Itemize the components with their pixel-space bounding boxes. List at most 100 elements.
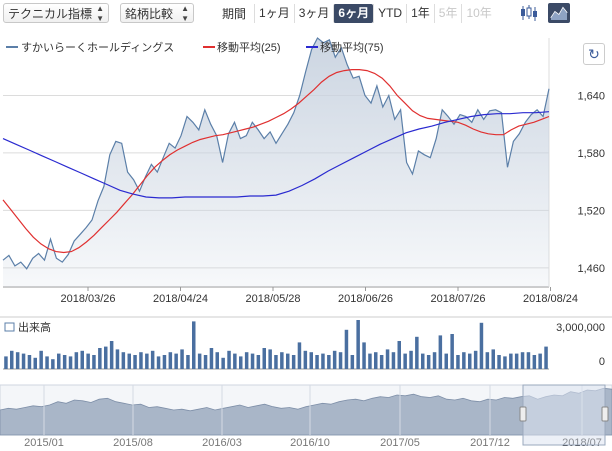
- volume-bar: [514, 353, 519, 369]
- volume-bar: [162, 355, 167, 369]
- volume-bar: [27, 355, 32, 369]
- updown-arrow-icon: ▲ ▼: [96, 4, 104, 23]
- volume-bar: [74, 352, 79, 369]
- volume-bar: [450, 334, 454, 369]
- ma25-series-line: [2, 69, 550, 254]
- volume-bar: [121, 352, 126, 369]
- volume-bar: [57, 353, 61, 369]
- volume-bar: [109, 341, 114, 369]
- volume-bar: [51, 359, 55, 369]
- volume-bar: [127, 353, 131, 369]
- x-tick-label: 2018/06/26: [338, 293, 393, 305]
- volume-bar: [403, 353, 407, 369]
- volume-bar: [156, 356, 161, 369]
- volume-y-tick-label: 0: [599, 356, 605, 368]
- period-10y: 10年: [461, 3, 495, 23]
- volume-bar: [150, 350, 155, 369]
- volume-bar: [233, 353, 237, 369]
- volume-bar: [368, 353, 372, 369]
- area-chart-icon[interactable]: [548, 3, 570, 23]
- refresh-icon: ↻: [588, 46, 600, 62]
- legend-ma25: 移動平均(25): [217, 40, 281, 54]
- technical-indicator-select[interactable]: テクニカル指標 ▲ ▼: [3, 3, 109, 23]
- y-tick-label: 1,520: [577, 205, 605, 217]
- x-tick-label: 2018/08/24: [523, 293, 578, 305]
- volume-bar: [538, 353, 542, 369]
- ma75-series-line: [2, 111, 550, 199]
- volume-bar: [4, 356, 8, 369]
- volume-bar: [39, 350, 43, 369]
- candlestick-chart-icon[interactable]: [518, 3, 540, 23]
- price-series-line: [2, 37, 550, 270]
- volume-bar: [468, 353, 472, 369]
- navigator-tick-label: 2017/12: [470, 437, 510, 449]
- volume-y-tick-label: 3,000,000: [556, 322, 605, 334]
- volume-bar: [62, 355, 67, 369]
- navigator-tick-label: 2015/01: [24, 437, 64, 449]
- volume-bar: [391, 352, 396, 369]
- updown-arrow-icon: ▲ ▼: [181, 4, 189, 23]
- volume-bar: [479, 322, 484, 369]
- period-ytd[interactable]: YTD: [373, 3, 406, 23]
- volume-bar: [432, 352, 437, 369]
- period-selector: 期間 1ヶ月 3ヶ月 6ヶ月 YTD 1年 5年 10年: [222, 3, 496, 23]
- period-label: 期間: [222, 6, 247, 21]
- volume-bar: [303, 350, 308, 369]
- toolbar: テクニカル指標 ▲ ▼ 銘柄比較 ▲ ▼ 期間 1ヶ月 3ヶ月 6ヶ月 YTD 1年…: [0, 0, 612, 28]
- volume-bar: [415, 336, 419, 369]
- volume-bar: [456, 355, 460, 369]
- volume-bar: [262, 348, 266, 369]
- volume-bar: [356, 320, 360, 369]
- volume-bar: [186, 355, 190, 369]
- volume-bar: [250, 353, 255, 369]
- volume-bar: [291, 355, 296, 369]
- period-1y[interactable]: 1年: [406, 3, 434, 23]
- volume-bar: [145, 353, 149, 369]
- volume-bar: [33, 357, 37, 369]
- volume-bar: [473, 350, 478, 369]
- volume-bar: [274, 355, 278, 369]
- navigator-tick-label: 2015/08: [113, 437, 153, 449]
- compare-select[interactable]: 銘柄比較 ▲ ▼: [120, 3, 194, 23]
- period-6m[interactable]: 6ヶ月: [333, 3, 374, 23]
- volume-bar: [526, 352, 531, 369]
- volume-bar: [86, 353, 90, 369]
- period-1m[interactable]: 1ヶ月: [254, 3, 294, 23]
- volume-bar: [397, 341, 401, 369]
- volume-bar: [497, 355, 501, 369]
- legend-ma75: 移動平均(75): [320, 40, 384, 54]
- volume-bar: [10, 350, 14, 369]
- volume-bar: [379, 355, 384, 369]
- volume-bar: [362, 342, 366, 369]
- navigator-right-handle: [601, 406, 609, 422]
- volume-title: 出来高: [18, 320, 51, 334]
- volume-bar: [426, 355, 431, 369]
- navigator-left-handle: [519, 406, 527, 422]
- volume-bar: [309, 352, 313, 369]
- volume-bar: [315, 355, 319, 369]
- volume-bar: [209, 348, 214, 369]
- refresh-button[interactable]: ↻: [583, 43, 605, 65]
- volume-bar: [327, 355, 331, 369]
- volume-bar: [438, 335, 443, 369]
- volume-bar: [485, 352, 490, 369]
- volume-bar: [462, 352, 466, 369]
- period-3m[interactable]: 3ヶ月: [293, 3, 334, 23]
- legend-company: すかいらーくホールディングス: [21, 40, 174, 54]
- x-tick-label: 2018/04/24: [153, 293, 208, 305]
- volume-bar: [92, 355, 96, 369]
- volume-bar: [268, 349, 272, 369]
- volume-bar: [239, 356, 243, 369]
- volume-bar: [385, 349, 390, 369]
- technical-indicator-label: テクニカル指標: [8, 7, 93, 21]
- volume-bar: [45, 356, 49, 369]
- volume-bar: [503, 356, 507, 369]
- volume-bar: [203, 355, 208, 369]
- legend-swatch-volume: [4, 322, 15, 332]
- volume-bar: [80, 350, 84, 369]
- volume-bar: [15, 352, 20, 369]
- x-tick-label: 2018/05/28: [245, 293, 300, 305]
- volume-bar: [344, 329, 349, 369]
- volume-bar: [174, 353, 178, 369]
